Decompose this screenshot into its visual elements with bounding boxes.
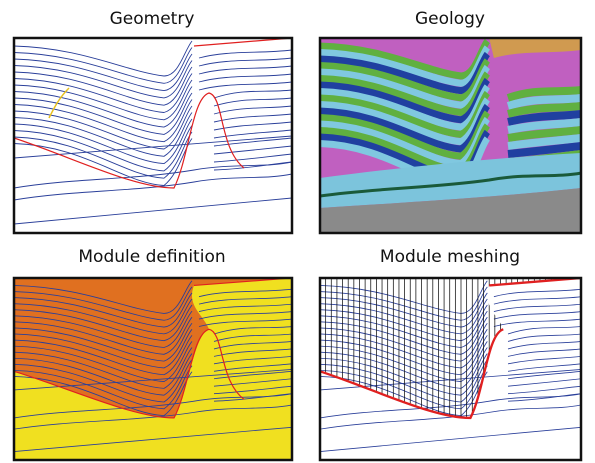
module-definition-panel: [14, 278, 292, 460]
panel-frame: [12, 36, 294, 235]
panel-title: Geometry: [110, 9, 195, 29]
panel-frame: [12, 276, 294, 462]
panel-frame: [318, 36, 583, 235]
panel-frame: [318, 276, 583, 462]
panel-title: Geology: [415, 9, 485, 29]
panel-title: Module definition: [78, 247, 225, 267]
module-meshing-panel: [320, 278, 582, 460]
geometry-panel: [14, 38, 292, 233]
panel-title: Module meshing: [380, 247, 520, 267]
geology-panel: [320, 38, 582, 233]
